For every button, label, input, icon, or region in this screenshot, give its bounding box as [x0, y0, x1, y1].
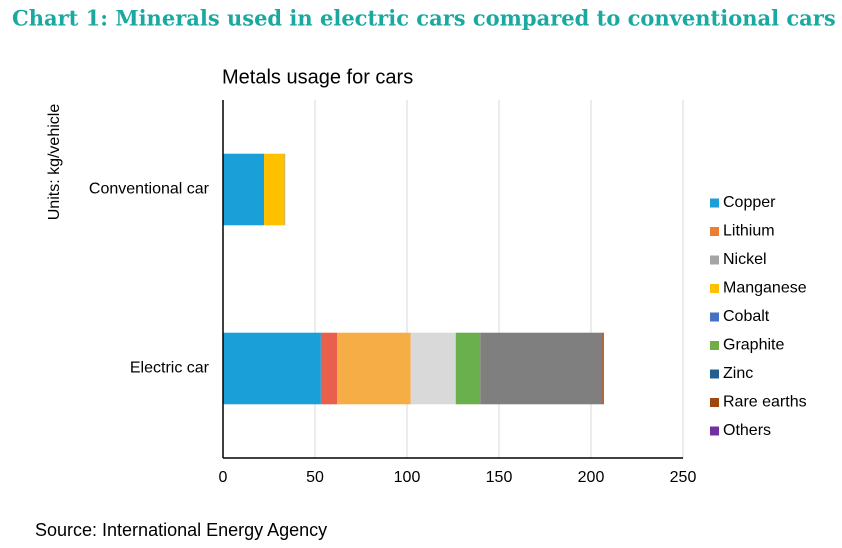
legend-label: Lithium — [723, 223, 775, 240]
x-tick-label: 200 — [578, 469, 605, 486]
legend-label: Rare earths — [723, 394, 807, 411]
x-tick-label: 250 — [670, 469, 697, 486]
legend-label: Nickel — [723, 251, 767, 268]
bar-segment — [602, 332, 604, 405]
legend-swatch — [710, 398, 719, 407]
legend-swatch — [710, 312, 719, 322]
y-axis-label: Units: kg/vehicle — [46, 104, 63, 221]
legend-swatch — [710, 255, 719, 265]
bar-segment — [480, 332, 603, 405]
bar-segment — [284, 153, 286, 226]
page-heading: Chart 1: Minerals used in electric cars … — [12, 6, 836, 31]
legend-swatch — [710, 341, 719, 350]
chart-title: Metals usage for cars — [222, 66, 413, 88]
bar-segment — [410, 332, 456, 405]
x-tick-label: 100 — [394, 469, 421, 486]
bar-segment — [603, 332, 604, 405]
legend-swatch — [710, 284, 719, 293]
legend-swatch — [710, 369, 719, 379]
x-tick-label: 150 — [486, 469, 513, 486]
legend-label: Others — [723, 422, 771, 439]
y-tick-label: Electric car — [130, 360, 210, 377]
bar-segment — [223, 332, 321, 405]
bar-segment — [455, 332, 481, 405]
legend-swatch — [710, 426, 719, 436]
bar-segment — [223, 153, 265, 226]
x-tick-label: 50 — [306, 469, 324, 486]
bar-segment — [320, 332, 338, 405]
legend-label: Cobalt — [723, 308, 770, 325]
source: Source: International Energy Agency — [35, 520, 327, 540]
y-tick-label: Conventional car — [89, 181, 210, 198]
legend-label: Copper — [723, 194, 776, 211]
legend-label: Manganese — [723, 280, 807, 297]
bar-segment — [337, 332, 411, 405]
legend-swatch — [710, 198, 719, 208]
legend-label: Zinc — [723, 365, 753, 382]
legend-swatch — [710, 227, 719, 236]
legend-label: Graphite — [723, 337, 784, 354]
x-tick-label: 0 — [219, 469, 228, 486]
bar-segment — [264, 153, 285, 226]
